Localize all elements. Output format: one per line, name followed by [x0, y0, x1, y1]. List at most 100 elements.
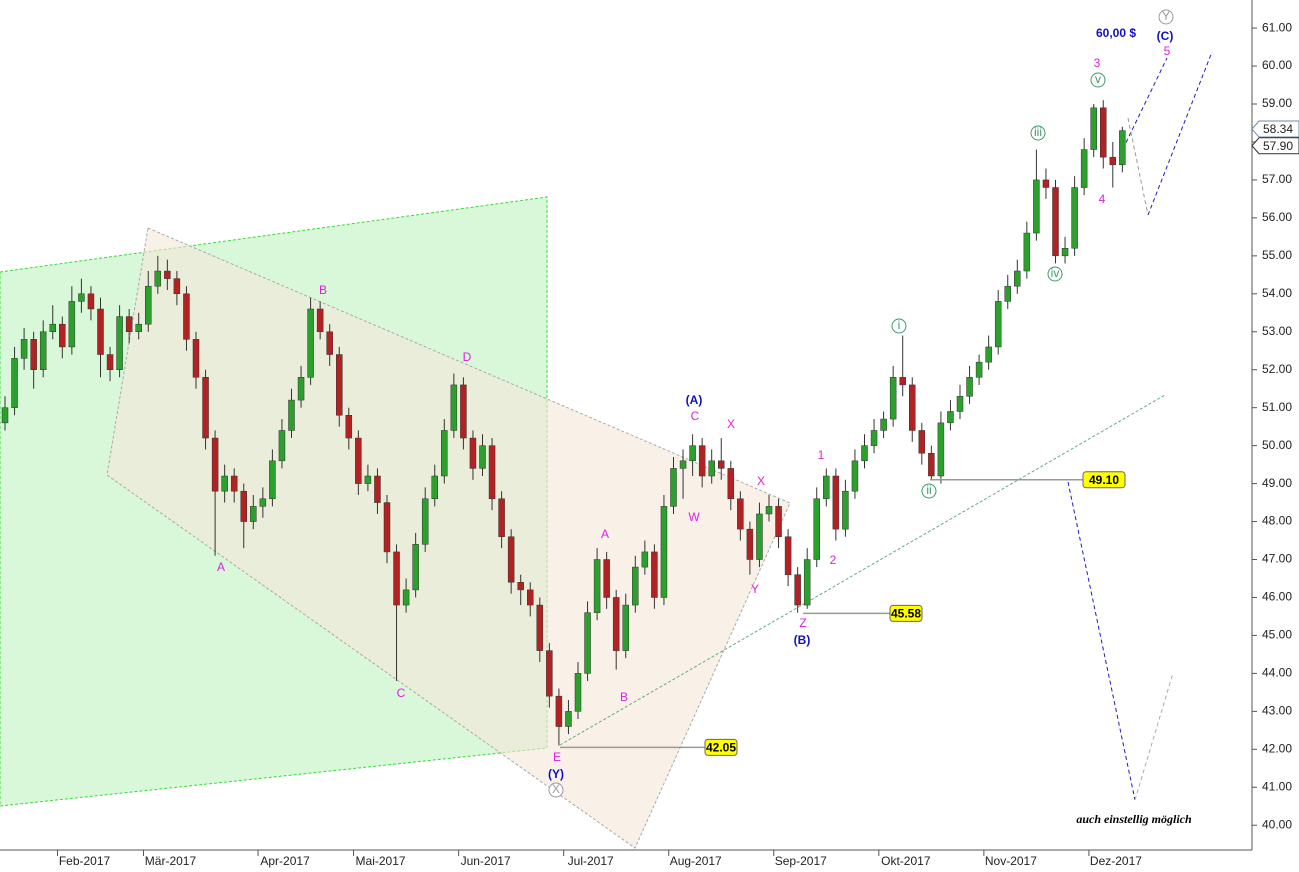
- wave-label: C: [397, 686, 406, 700]
- candle-body: [326, 331, 333, 355]
- candle-body: [383, 502, 391, 553]
- candle-body: [154, 270, 162, 287]
- y-tick-label: 56.00: [1262, 210, 1292, 224]
- wave-circle: [548, 782, 564, 798]
- level-box: [704, 738, 738, 756]
- candle-body: [708, 460, 715, 477]
- x-tick-label: Okt-2017: [881, 854, 931, 868]
- wave-label: X: [552, 782, 560, 796]
- candle-body: [985, 346, 992, 363]
- candle-body: [823, 475, 830, 500]
- wave-label: D: [463, 350, 472, 364]
- y-tick-label: 44.00: [1262, 666, 1292, 680]
- level-label: 49.10: [1089, 473, 1119, 487]
- candle-body: [527, 589, 534, 606]
- candle-body: [746, 528, 754, 560]
- candle-body: [574, 673, 582, 712]
- candle-body: [1014, 270, 1021, 287]
- candle-body: [536, 604, 544, 651]
- candle-body: [966, 377, 973, 397]
- wave-label: 5: [1164, 44, 1171, 58]
- candle-body: [784, 536, 792, 575]
- candle-body: [441, 430, 448, 477]
- x-tick-label: Sep-2017: [775, 854, 827, 868]
- candle-body: [145, 285, 152, 325]
- candle-body: [116, 316, 123, 370]
- candle-body: [1042, 179, 1050, 188]
- candle-body: [431, 475, 438, 500]
- candle-body: [297, 377, 305, 401]
- candle-body: [87, 293, 95, 310]
- candle-body: [192, 339, 200, 378]
- candle-body: [928, 452, 935, 477]
- candle-body: [11, 358, 18, 408]
- candle-body: [469, 437, 477, 469]
- price-tag-label: 57.90: [1263, 139, 1293, 153]
- candle-body: [737, 498, 744, 530]
- candle-body: [278, 430, 286, 462]
- wave-label: Z: [799, 616, 806, 630]
- candle-body: [727, 468, 735, 500]
- wave-label: Y: [751, 582, 759, 596]
- candle-body: [622, 604, 629, 651]
- level-box: [1082, 471, 1126, 489]
- wave-label: (C): [1157, 29, 1174, 43]
- y-tick-label: 47.00: [1262, 552, 1292, 566]
- y-tick-label: 54.00: [1262, 286, 1292, 300]
- wave-label: A: [217, 560, 225, 574]
- y-tick-label: 43.00: [1262, 704, 1292, 718]
- candle-body: [870, 430, 878, 446]
- projection: [1067, 481, 1136, 801]
- y-tick-label: 50.00: [1262, 438, 1292, 452]
- candle-body: [68, 301, 76, 348]
- candle-body: [1090, 107, 1097, 150]
- candle-body: [651, 551, 658, 598]
- candle-body: [794, 574, 801, 606]
- y-tick-label: 48.00: [1262, 514, 1292, 528]
- y-tick-label: 61.00: [1262, 20, 1292, 34]
- candle-body: [240, 490, 247, 522]
- candle-body: [49, 323, 56, 333]
- wave-label: (Y): [548, 767, 564, 781]
- candle-body: [1, 407, 9, 424]
- projection: [1134, 672, 1174, 801]
- level-label: 45.58: [891, 607, 921, 621]
- candle-body: [593, 559, 601, 613]
- candle-body: [30, 339, 37, 370]
- candle-body: [78, 293, 85, 302]
- candle-body: [345, 415, 353, 439]
- wave-circle: [1090, 72, 1106, 88]
- x-tick-label: Mai-2017: [356, 854, 406, 868]
- candle-body: [889, 377, 897, 420]
- candle-body: [851, 460, 859, 492]
- x-tick-label: Jul-2017: [568, 854, 614, 868]
- wave-circle: [891, 318, 907, 334]
- candle-body: [97, 308, 104, 355]
- y-tick-label: 45.00: [1262, 628, 1292, 642]
- candle-body: [718, 460, 725, 469]
- candle-body: [39, 331, 47, 370]
- candle-body: [584, 612, 591, 674]
- x-tick-label: Apr-2017: [260, 854, 310, 868]
- candle-body: [947, 411, 954, 424]
- candle-body: [106, 354, 114, 370]
- wave-label: iv: [1051, 266, 1060, 280]
- candle-body: [679, 460, 687, 469]
- candle-body: [937, 422, 945, 477]
- projections: [1067, 51, 1213, 801]
- candle-body: [689, 445, 696, 462]
- candle-body: [364, 475, 372, 484]
- candle-body: [975, 361, 983, 378]
- wave-label: E: [553, 750, 561, 764]
- candle-body: [402, 589, 410, 606]
- candle-body: [259, 498, 267, 507]
- wave-circle: [921, 483, 937, 499]
- x-tick-label: Mär-2017: [145, 854, 197, 868]
- wave-label: C: [691, 409, 700, 423]
- candle-body: [909, 384, 916, 431]
- candle-body: [250, 506, 257, 522]
- candle-body: [393, 551, 400, 606]
- candle-body: [555, 695, 563, 727]
- candle-body: [460, 384, 467, 439]
- x-tick-label: Aug-2017: [670, 854, 722, 868]
